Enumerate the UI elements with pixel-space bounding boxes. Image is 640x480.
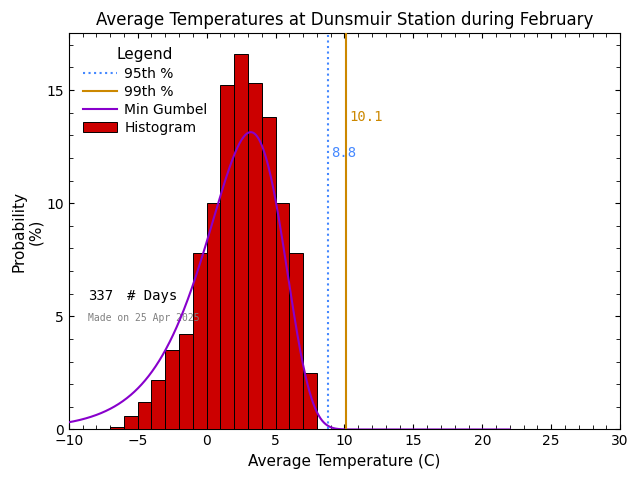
Bar (124, 416, 138, 430)
Bar (138, 402, 152, 430)
Bar (110, 427, 124, 430)
Y-axis label: Probability
(%): Probability (%) (11, 191, 44, 272)
X-axis label: Average Temperature (C): Average Temperature (C) (248, 454, 441, 469)
Text: # Days: # Days (127, 289, 177, 303)
Legend: 95th %, 99th %, Min Gumbel, Histogram: 95th %, 99th %, Min Gumbel, Histogram (76, 40, 214, 142)
Bar (276, 203, 289, 430)
Bar (289, 253, 303, 430)
Bar (165, 350, 179, 430)
Text: 337: 337 (88, 289, 113, 303)
Text: 10.1: 10.1 (349, 110, 383, 124)
Bar (248, 83, 262, 430)
Text: 8.8: 8.8 (332, 146, 356, 160)
Bar (262, 117, 276, 430)
Bar (220, 85, 234, 430)
Bar (193, 253, 207, 430)
Bar (179, 335, 193, 430)
Bar (207, 203, 220, 430)
Bar (303, 373, 317, 430)
Bar (234, 54, 248, 430)
Bar (152, 380, 165, 430)
Title: Average Temperatures at Dunsmuir Station during February: Average Temperatures at Dunsmuir Station… (96, 11, 593, 29)
Text: Made on 25 Apr 2025: Made on 25 Apr 2025 (88, 312, 200, 323)
